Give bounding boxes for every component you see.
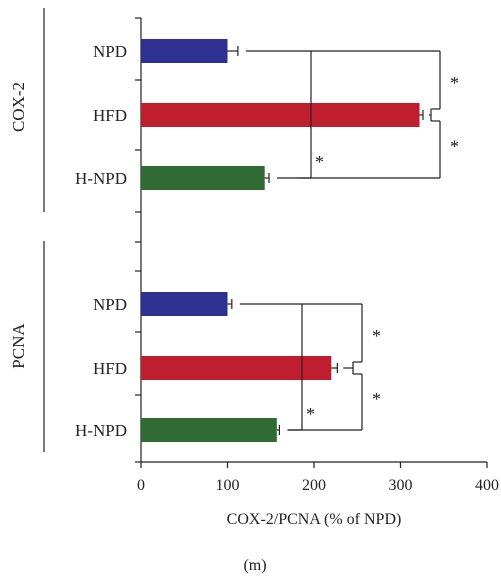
axes: 0 100 200 300 400 [135, 17, 499, 494]
x-tick-label: 400 [475, 477, 499, 494]
groups: COX-2 PCNA [9, 8, 45, 452]
significance-star: * [372, 389, 381, 409]
x-axis-label: COX-2/PCNA (% of NPD) [227, 511, 402, 528]
bar-label: H-NPD [75, 169, 127, 188]
x-tick-label: 0 [137, 477, 145, 494]
bar-label: HFD [93, 359, 127, 378]
bar [141, 292, 228, 316]
group-label: PCNA [9, 323, 28, 369]
bar [141, 39, 228, 63]
x-tick-label: 300 [389, 477, 413, 494]
bar [141, 418, 277, 442]
group-label: COX-2 [9, 82, 28, 132]
significance-star: * [372, 326, 381, 346]
significance-star: * [315, 152, 324, 172]
significance-star: * [450, 137, 459, 157]
panel-label: (m) [243, 557, 266, 574]
bars: NPD HFD H-NPD NPD HFD H-NPD [75, 39, 424, 442]
bar-label: NPD [93, 295, 127, 314]
x-tick-label: 200 [302, 477, 326, 494]
significance-brackets: * * * * * * [239, 50, 459, 431]
significance-star: * [450, 73, 459, 93]
significance-star: * [306, 404, 315, 424]
bar-label: NPD [93, 42, 127, 61]
bar-label: HFD [93, 106, 127, 125]
bar [141, 356, 332, 380]
x-tick-label: 100 [216, 477, 240, 494]
bar-label: H-NPD [75, 421, 127, 440]
bar [141, 166, 265, 190]
bar [141, 103, 420, 127]
